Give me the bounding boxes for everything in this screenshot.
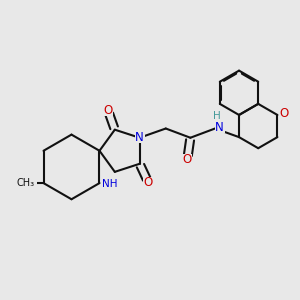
Bar (182, 154, 192, 165)
Bar (15, 178, 37, 188)
Text: N: N (215, 122, 224, 134)
Text: H: H (213, 111, 220, 121)
Text: CH₃: CH₃ (17, 178, 35, 188)
Bar (279, 108, 289, 119)
Text: O: O (144, 176, 153, 189)
Bar (102, 178, 118, 189)
Text: O: O (280, 107, 289, 120)
Bar (143, 177, 153, 188)
Text: O: O (183, 153, 192, 166)
Bar (134, 132, 145, 143)
Bar (212, 111, 222, 122)
Text: N: N (135, 131, 144, 144)
Text: O: O (103, 104, 113, 117)
Bar (103, 105, 113, 116)
Text: NH: NH (102, 178, 118, 188)
Bar (214, 122, 225, 133)
